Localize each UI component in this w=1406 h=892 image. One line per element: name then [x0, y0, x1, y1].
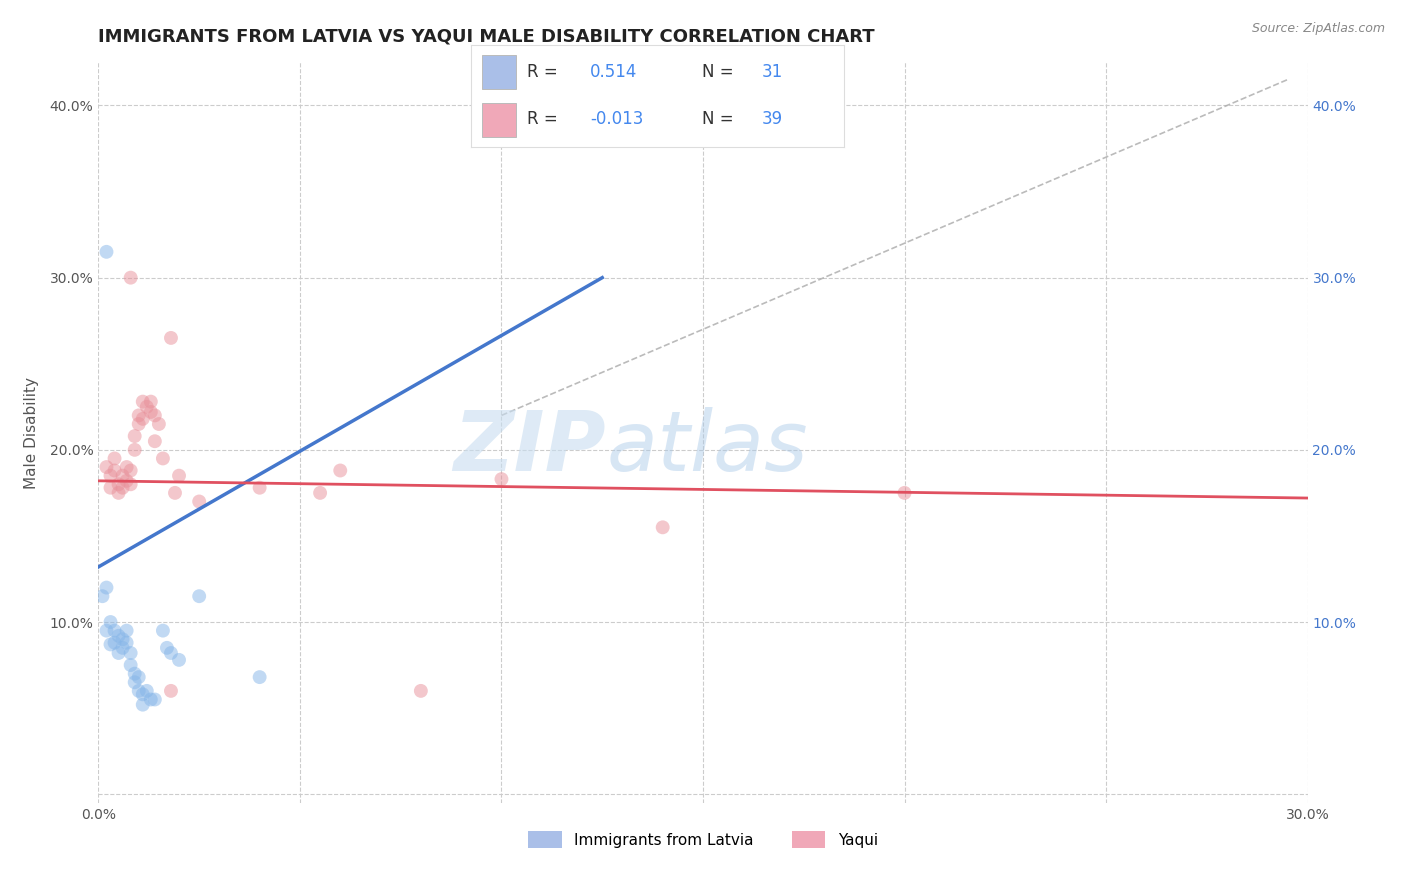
Point [120, 646, 142, 660]
Text: ZIP: ZIP [454, 407, 606, 488]
Point [163, 486, 186, 500]
Point [139, 405, 162, 419]
Point [115, 624, 138, 638]
Point [651, 520, 673, 534]
Point [100, 468, 122, 483]
Point [132, 687, 155, 701]
Point [160, 684, 183, 698]
Point [120, 270, 142, 285]
Point [167, 653, 190, 667]
Point [115, 460, 138, 475]
Point [96, 624, 118, 638]
Point [120, 658, 142, 673]
Text: R =: R = [527, 111, 558, 128]
Point [111, 640, 134, 655]
Text: 0.514: 0.514 [591, 63, 637, 81]
Point [249, 481, 271, 495]
Point [148, 417, 170, 431]
Point [103, 635, 125, 649]
Point [132, 412, 155, 426]
Point [160, 646, 183, 660]
Point [893, 486, 915, 500]
Text: N =: N = [702, 63, 734, 81]
Text: 39: 39 [762, 111, 783, 128]
Point [143, 434, 166, 449]
Y-axis label: Male Disability: Male Disability [24, 376, 38, 489]
Point [128, 670, 150, 684]
Point [135, 684, 157, 698]
Point [167, 468, 190, 483]
Point [100, 637, 122, 651]
Point [160, 331, 183, 345]
Point [128, 684, 150, 698]
Bar [482, 55, 516, 88]
Point [111, 632, 134, 647]
Text: atlas: atlas [606, 407, 808, 488]
Point [103, 463, 125, 477]
Point [96, 460, 118, 475]
Point [249, 670, 271, 684]
Point [152, 451, 174, 466]
Point [91, 589, 114, 603]
Point [115, 474, 138, 488]
Text: N =: N = [702, 111, 734, 128]
Text: R =: R = [527, 63, 558, 81]
Point [135, 400, 157, 414]
Point [115, 635, 138, 649]
Point [124, 666, 146, 681]
Point [100, 481, 122, 495]
Point [100, 615, 122, 629]
Point [132, 394, 155, 409]
Point [111, 468, 134, 483]
Point [139, 394, 162, 409]
Legend: Immigrants from Latvia, Yaqui: Immigrants from Latvia, Yaqui [522, 824, 884, 855]
Point [124, 429, 146, 443]
Point [491, 472, 513, 486]
Point [329, 463, 352, 477]
Text: Source: ZipAtlas.com: Source: ZipAtlas.com [1251, 22, 1385, 36]
Point [120, 477, 142, 491]
Point [103, 624, 125, 638]
Point [120, 463, 142, 477]
Point [409, 684, 432, 698]
Point [107, 477, 129, 491]
Bar [482, 103, 516, 137]
Text: IMMIGRANTS FROM LATVIA VS YAQUI MALE DISABILITY CORRELATION CHART: IMMIGRANTS FROM LATVIA VS YAQUI MALE DIS… [98, 28, 875, 45]
Point [128, 409, 150, 423]
Point [107, 646, 129, 660]
Point [96, 581, 118, 595]
Point [143, 409, 166, 423]
Point [107, 486, 129, 500]
Point [111, 481, 134, 495]
Point [139, 692, 162, 706]
Point [128, 417, 150, 431]
Point [124, 442, 146, 457]
Point [143, 692, 166, 706]
Point [152, 624, 174, 638]
Point [107, 629, 129, 643]
Point [124, 675, 146, 690]
Text: 31: 31 [762, 63, 783, 81]
Point [96, 244, 118, 259]
Text: -0.013: -0.013 [591, 111, 644, 128]
Point [156, 640, 179, 655]
Point [188, 494, 211, 508]
Point [309, 486, 332, 500]
Point [132, 698, 155, 712]
Point [103, 451, 125, 466]
Point [188, 589, 211, 603]
